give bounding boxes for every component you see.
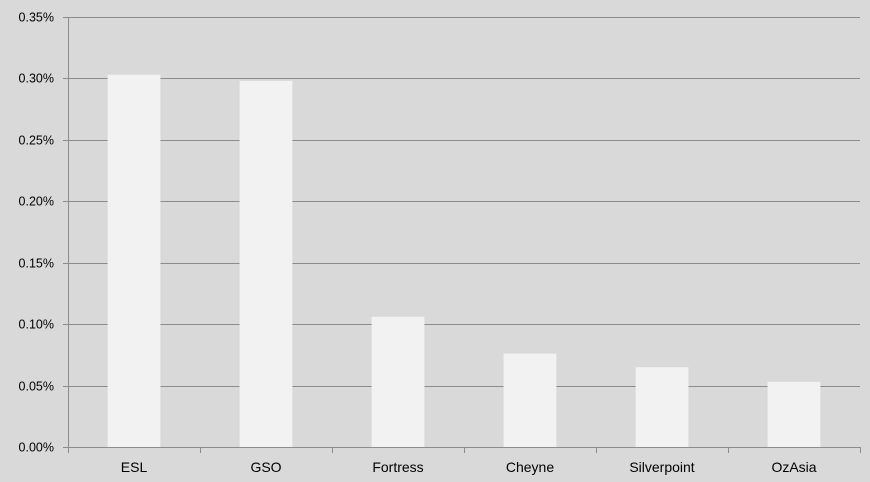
y-tick-label: 0.05% [19, 380, 54, 394]
x-tick-label: Cheyne [506, 459, 554, 475]
x-tick-label: OzAsia [771, 459, 816, 475]
bar-cheyne [503, 353, 557, 447]
y-tick-label: 0.25% [19, 134, 54, 148]
y-tick-label: 0.30% [19, 72, 54, 86]
y-tick-label: 0.20% [19, 195, 54, 209]
x-tick-label: Fortress [372, 459, 423, 475]
x-tick-label: GSO [250, 459, 281, 475]
bar-esl [107, 74, 161, 447]
y-tick-label: 0.10% [19, 318, 54, 332]
bar-fortress [371, 316, 425, 447]
bar-gso [239, 80, 293, 447]
y-tick-label: 0.15% [19, 257, 54, 271]
bar-silverpoint [635, 367, 689, 447]
x-tick-label: ESL [121, 459, 148, 475]
y-tick-label: 0.35% [19, 11, 54, 25]
bar-ozasia [767, 381, 821, 447]
x-tick-label: Silverpoint [629, 459, 694, 475]
y-tick-label: 0.00% [19, 441, 54, 455]
